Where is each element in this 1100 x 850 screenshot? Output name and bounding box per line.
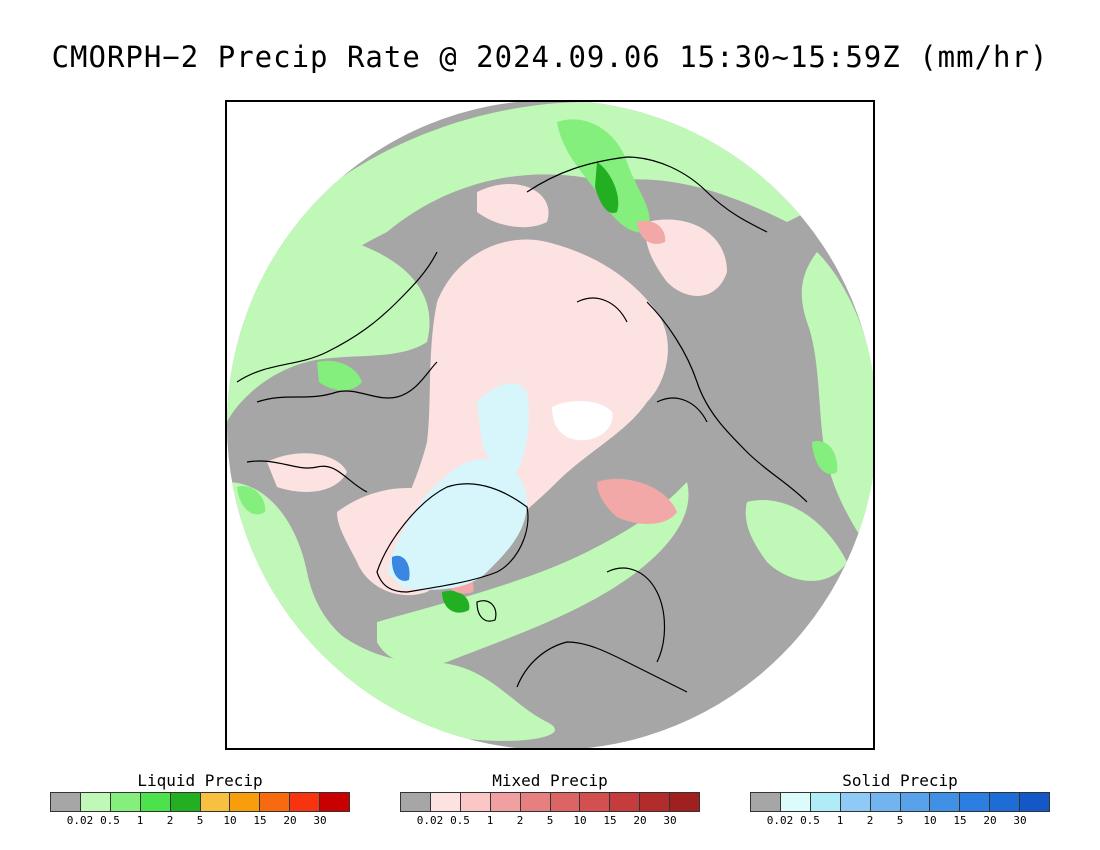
legend-tick-label: 30 bbox=[663, 814, 677, 827]
legend-swatch bbox=[80, 793, 111, 811]
legend-swatch bbox=[870, 793, 901, 811]
legend-tick-label: 10 bbox=[223, 814, 237, 827]
legend-swatch bbox=[200, 793, 231, 811]
legend-tick-label: 15 bbox=[603, 814, 617, 827]
liquid-precip-iceland-cells bbox=[442, 590, 470, 613]
legend-tick-label: 15 bbox=[253, 814, 267, 827]
legend-tick-label: 0.5 bbox=[450, 814, 470, 827]
solid-precip-greenland-heavy bbox=[391, 555, 410, 581]
solid-precip-arctic-strip bbox=[477, 383, 529, 473]
legend-tick-labels: 0.02 0.5 1 2 5 10 15 20 30 bbox=[750, 812, 1050, 828]
map-frame bbox=[225, 100, 875, 750]
legend-tick-label: 10 bbox=[573, 814, 587, 827]
legend-swatch bbox=[960, 793, 991, 811]
legend-tick-label: 20 bbox=[983, 814, 997, 827]
legend-tick-label: 2 bbox=[166, 814, 174, 827]
legend-swatch bbox=[900, 793, 931, 811]
liquid-precip-east-cells bbox=[812, 441, 838, 475]
mixed-precip-north-patch bbox=[477, 183, 549, 228]
legend-swatch bbox=[140, 793, 171, 811]
legend-tick-labels: 0.02 0.5 1 2 5 10 15 20 30 bbox=[400, 812, 700, 828]
legend-color-bar bbox=[50, 792, 350, 812]
liquid-precip-south-arc bbox=[287, 582, 555, 741]
legend-mixed-precip: Mixed Precip 0.02 0.5 1 2 5 10 15 20 30 bbox=[400, 770, 700, 828]
legend-tick-label: 1 bbox=[136, 814, 144, 827]
legend-swatch bbox=[670, 793, 700, 811]
liquid-precip-southeast-patch bbox=[745, 500, 847, 581]
legend-color-bar bbox=[400, 792, 700, 812]
legend-tick-label: 10 bbox=[923, 814, 937, 827]
legend-swatch bbox=[930, 793, 961, 811]
chart-title: CMORPH−2 Precip Rate @ 2024.09.06 15:30~… bbox=[51, 40, 1049, 74]
legend-tick-label: 5 bbox=[546, 814, 554, 827]
legend-swatch bbox=[430, 793, 461, 811]
legend-tick-labels: 0.02 0.5 1 2 5 10 15 20 30 bbox=[50, 812, 350, 828]
legend-swatch bbox=[490, 793, 521, 811]
legend-tick-label: 1 bbox=[486, 814, 494, 827]
legend-swatch bbox=[170, 793, 201, 811]
mixed-precip-northeast-patch bbox=[645, 219, 727, 296]
legend-tick-label: 1 bbox=[836, 814, 844, 827]
legend-swatch bbox=[810, 793, 841, 811]
legend-swatch bbox=[290, 793, 321, 811]
legend-swatch bbox=[1020, 793, 1050, 811]
liquid-precip-atlantic-band bbox=[377, 482, 689, 666]
legend-tick-label: 20 bbox=[633, 814, 647, 827]
mixed-precip-heavy-siberia bbox=[637, 220, 666, 244]
legend-swatch bbox=[580, 793, 611, 811]
legend-title: Liquid Precip bbox=[137, 771, 263, 790]
legend-solid-precip: Solid Precip 0.02 0.5 1 2 5 10 15 20 30 bbox=[750, 770, 1050, 828]
legend-tick-label: 20 bbox=[283, 814, 297, 827]
legend-swatch bbox=[610, 793, 641, 811]
legend-swatch bbox=[110, 793, 141, 811]
legend-tick-label: 30 bbox=[1013, 814, 1027, 827]
mixed-precip-west-patch bbox=[267, 453, 347, 492]
legend-title: Mixed Precip bbox=[492, 771, 608, 790]
legend-swatch bbox=[320, 793, 350, 811]
legend-swatch bbox=[230, 793, 261, 811]
liquid-precip-siberia-heavy bbox=[595, 162, 619, 213]
legend-swatch bbox=[460, 793, 491, 811]
mixed-precip-heavy-barents bbox=[597, 478, 677, 524]
precip-map bbox=[227, 102, 873, 748]
liquid-precip-east-band bbox=[801, 252, 873, 562]
legend-swatch bbox=[780, 793, 811, 811]
legend-swatch bbox=[260, 793, 291, 811]
legend-swatch bbox=[401, 793, 431, 811]
legend-swatch bbox=[550, 793, 581, 811]
legend-tick-label: 0.5 bbox=[800, 814, 820, 827]
legend-tick-label: 5 bbox=[896, 814, 904, 827]
legend-swatch bbox=[51, 793, 81, 811]
liquid-precip-sw-cells bbox=[237, 486, 266, 515]
legend-tick-label: 15 bbox=[953, 814, 967, 827]
legend-tick-label: 0.02 bbox=[416, 814, 444, 827]
legend-tick-label: 0.5 bbox=[100, 814, 120, 827]
legend-swatch bbox=[520, 793, 551, 811]
legend-title: Solid Precip bbox=[842, 771, 958, 790]
liquid-precip-west-band bbox=[227, 233, 430, 422]
liquid-precip-top-band bbox=[287, 102, 827, 292]
coastlines bbox=[236, 156, 808, 693]
solid-precip-greenland bbox=[387, 459, 527, 590]
liquid-precip-canada-cells bbox=[317, 360, 362, 391]
map-disc bbox=[227, 102, 873, 748]
legend-color-bar bbox=[750, 792, 1050, 812]
legend-liquid-precip: Liquid Precip 0.02 0.5 1 2 5 10 15 20 30 bbox=[50, 770, 350, 828]
legend-tick-label: 30 bbox=[313, 814, 327, 827]
legend-swatch bbox=[990, 793, 1021, 811]
legend-swatch bbox=[840, 793, 871, 811]
no-precip-ice-patch bbox=[552, 400, 613, 441]
legend-swatch bbox=[640, 793, 671, 811]
legend-tick-label: 0.02 bbox=[66, 814, 94, 827]
legend-tick-label: 0.02 bbox=[766, 814, 794, 827]
legend-tick-label: 2 bbox=[866, 814, 874, 827]
legend-swatch bbox=[751, 793, 781, 811]
legend-tick-label: 2 bbox=[516, 814, 524, 827]
legend-tick-label: 5 bbox=[196, 814, 204, 827]
